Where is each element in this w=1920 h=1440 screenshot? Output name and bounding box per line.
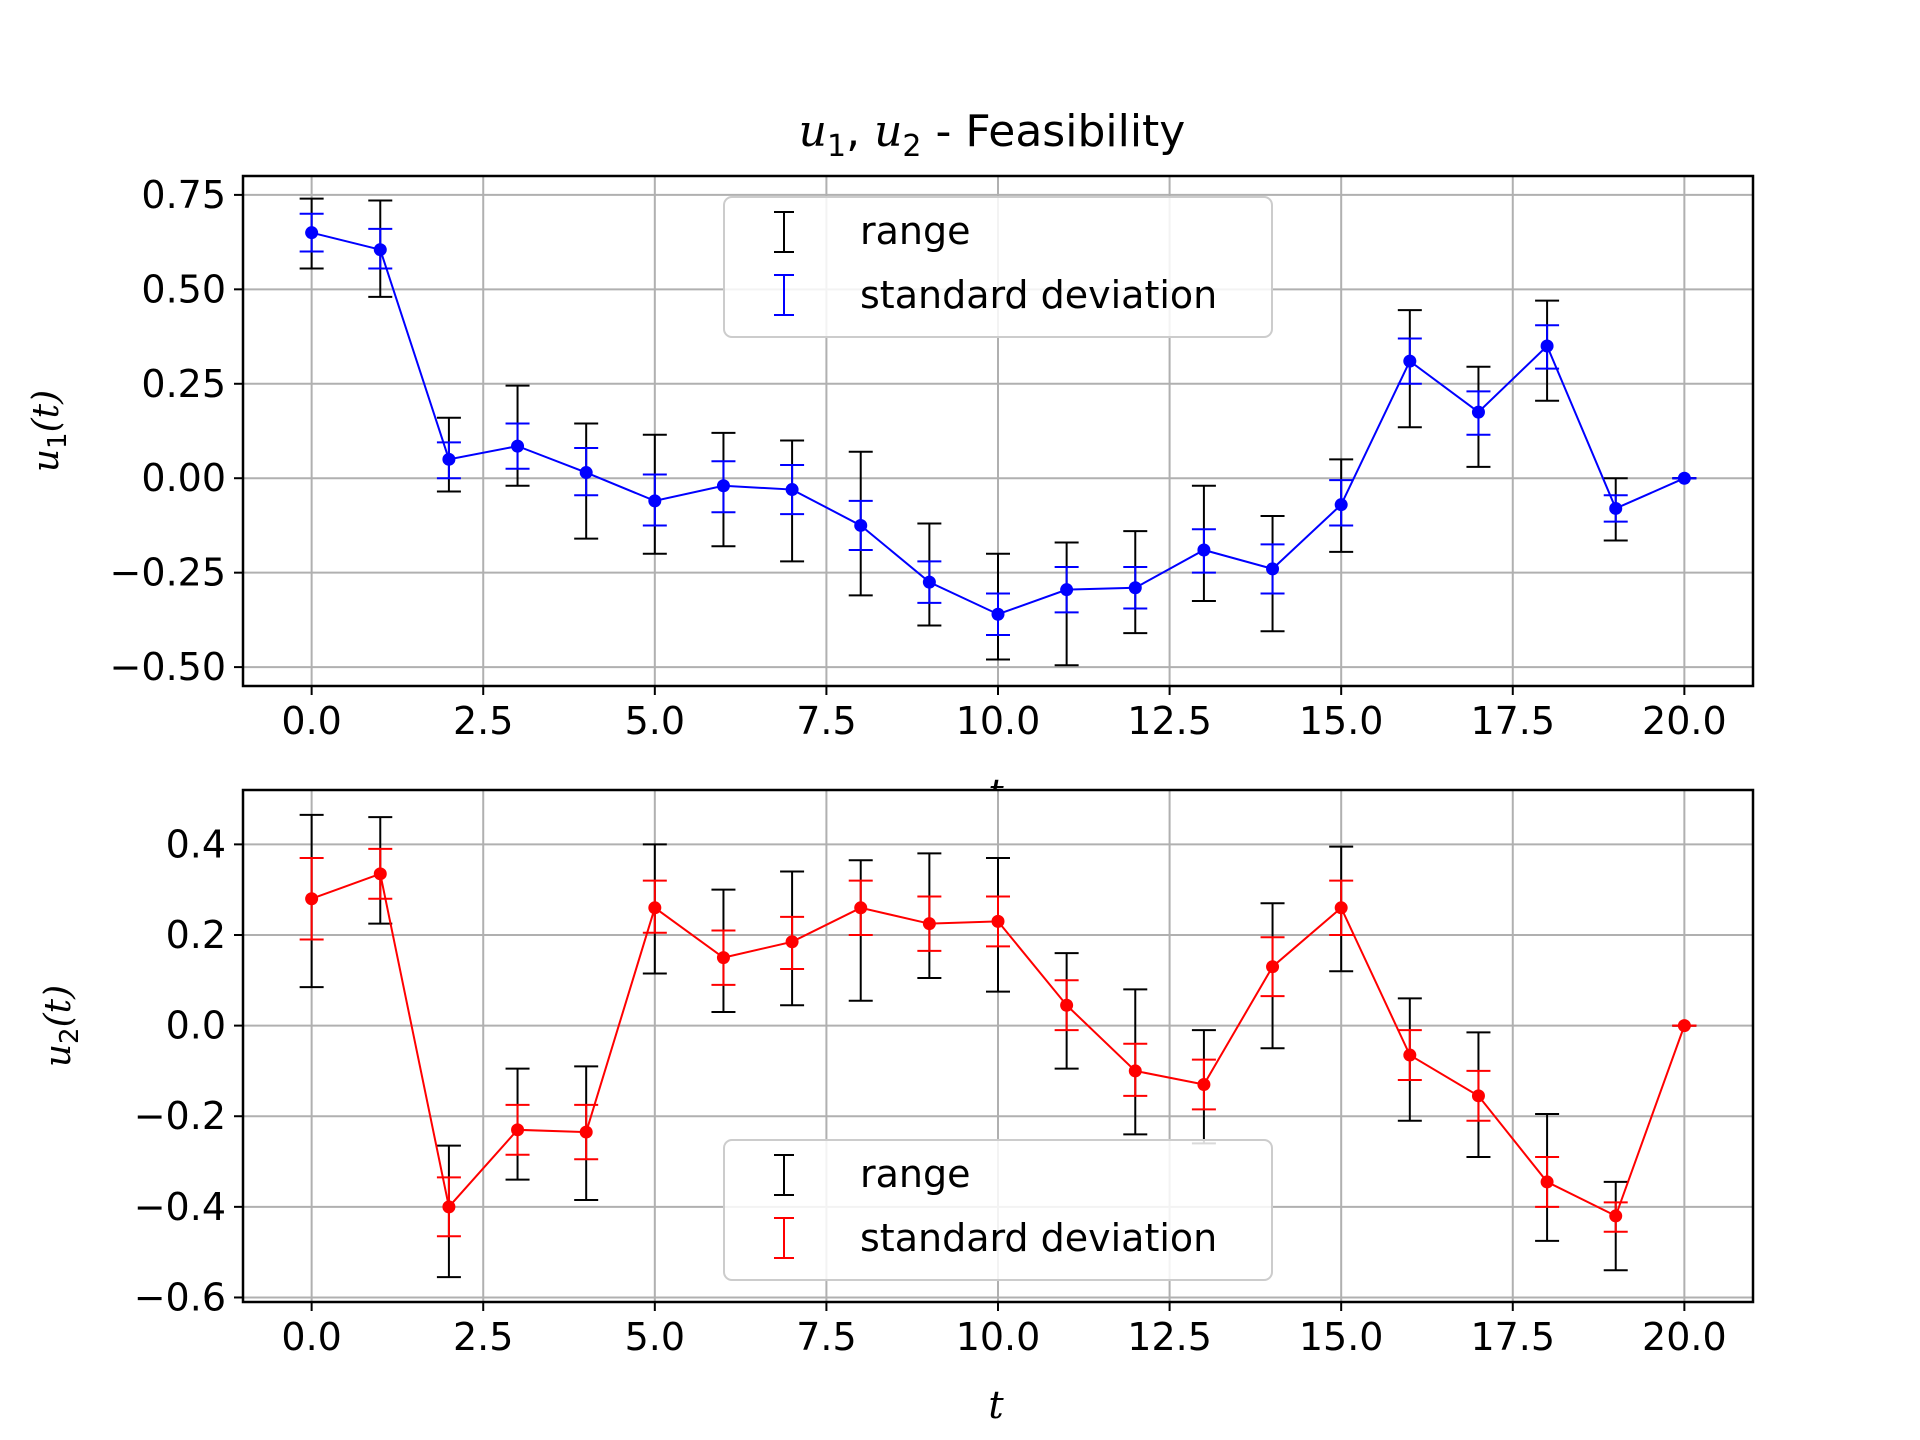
tick-label-x-u1-0: 0.0 — [281, 699, 341, 743]
tick-label-y-u2-0: 0.4 — [166, 822, 226, 866]
y-axis-label-u2: u2(t) — [38, 985, 85, 1067]
tick-label-y-u2-4: −0.4 — [134, 1185, 226, 1229]
tick-label-y-u1-1: 0.50 — [141, 267, 226, 311]
x-axis-label-u1-partial: t — [988, 771, 1004, 815]
tick-label-x-u2-0: 0.0 — [281, 1315, 341, 1359]
tick-label-y-u2-2: 0.0 — [166, 1004, 226, 1048]
data-point-u1-9 — [922, 575, 936, 589]
data-point-u2-19 — [1609, 1209, 1623, 1223]
data-point-u1-7 — [785, 483, 799, 497]
tick-label-x-u1-7: 17.5 — [1470, 699, 1555, 743]
data-point-u2-18 — [1540, 1175, 1554, 1189]
tick-label-y-u1-5: −0.50 — [110, 645, 226, 689]
legend-std-marker-u2 — [774, 1217, 794, 1259]
legend-frame-u2 — [723, 1139, 1273, 1281]
tick-label-x-u2-5: 12.5 — [1127, 1315, 1212, 1359]
subplot-u2: 0.0 2.5 5.0 7.5 10.0 12.5 15.0 17.5 20.0 0.4 0.2 0.… — [38, 788, 1755, 1427]
data-point-u1-10 — [991, 607, 1005, 621]
grid-u2 — [243, 790, 1753, 1302]
data-point-u2-7 — [785, 935, 799, 949]
tick-label-x-u2-8: 20.0 — [1642, 1315, 1727, 1359]
data-point-u2-17 — [1471, 1089, 1485, 1103]
data-point-u1-19 — [1609, 501, 1623, 515]
legend-range-label-u1: range — [860, 209, 971, 253]
tick-label-x-u1-5: 12.5 — [1127, 699, 1212, 743]
data-point-u1-8 — [854, 518, 868, 532]
marks-u2 — [299, 813, 1697, 1279]
subplot-u1: 0.0 2.5 5.0 7.5 10.0 12.5 15.0 17.5 20.0 0.75 0.50… — [26, 173, 1755, 743]
tick-label-x-u1-8: 20.0 — [1642, 699, 1727, 743]
data-point-u1-4 — [579, 466, 593, 480]
marks-u1 — [299, 197, 1697, 667]
data-point-u2-6 — [716, 951, 730, 965]
legend-range-marker-u2 — [774, 1154, 794, 1196]
tick-label-x-u1-4: 10.0 — [956, 699, 1041, 743]
tick-label-x-u2-1: 2.5 — [453, 1315, 513, 1359]
data-point-u1-1 — [373, 243, 387, 257]
legend-frame-u1 — [723, 196, 1273, 338]
data-point-u2-11 — [1060, 998, 1074, 1012]
ticks-u1: 0.0 2.5 5.0 7.5 10.0 12.5 15.0 17.5 20.0 0.75 0.50… — [110, 173, 1727, 743]
data-point-u2-1 — [373, 867, 387, 881]
data-point-u1-16 — [1403, 354, 1417, 368]
data-point-u1-15 — [1334, 498, 1348, 512]
legend-std-label-u1: standard deviation — [860, 273, 1217, 317]
data-point-u2-8 — [854, 901, 868, 915]
data-point-u1-11 — [1060, 583, 1074, 597]
data-point-u2-2 — [442, 1200, 456, 1214]
data-point-u1-5 — [648, 494, 662, 508]
tick-label-x-u1-3: 7.5 — [796, 699, 856, 743]
data-point-u2-9 — [922, 917, 936, 931]
data-point-u1-14 — [1266, 562, 1280, 576]
data-point-u2-14 — [1266, 960, 1280, 974]
legend-range-marker-u1 — [774, 211, 794, 253]
tick-label-x-u2-6: 15.0 — [1299, 1315, 1384, 1359]
tick-label-y-u2-1: 0.2 — [166, 913, 226, 957]
tick-label-x-u2-2: 5.0 — [625, 1315, 685, 1359]
data-point-u1-17 — [1471, 405, 1485, 419]
data-point-u2-3 — [511, 1123, 525, 1137]
data-point-u2-20 — [1677, 1019, 1691, 1033]
data-point-u2-5 — [648, 901, 662, 915]
figure-title: u1, u2 - Feasibility — [799, 106, 1186, 164]
data-point-u1-13 — [1197, 543, 1211, 557]
data-point-u1-12 — [1128, 581, 1142, 595]
tick-label-y-u1-2: 0.25 — [141, 362, 226, 406]
svg-text:t: t — [988, 771, 1004, 815]
tick-label-x-u1-1: 2.5 — [453, 699, 513, 743]
legend-u2: range standard deviation — [723, 1139, 1273, 1281]
data-point-u2-4 — [579, 1125, 593, 1139]
legend-range-label-u2: range — [860, 1152, 971, 1196]
data-point-u2-13 — [1197, 1078, 1211, 1092]
legend-std-marker-u1 — [774, 274, 794, 316]
data-point-u1-0 — [305, 226, 319, 240]
tick-label-x-u1-2: 5.0 — [625, 699, 685, 743]
data-point-u1-3 — [511, 439, 525, 453]
tick-label-x-u2-7: 17.5 — [1470, 1315, 1555, 1359]
tick-label-x-u1-6: 15.0 — [1299, 699, 1384, 743]
data-point-u2-16 — [1403, 1048, 1417, 1062]
tick-label-y-u2-3: −0.2 — [134, 1094, 226, 1138]
tick-label-y-u1-3: 0.00 — [141, 456, 226, 500]
tick-label-y-u2-5: −0.6 — [134, 1275, 226, 1319]
tick-label-y-u1-0: 0.75 — [141, 173, 226, 217]
legend-u1: range standard deviation — [723, 196, 1273, 338]
data-point-u2-15 — [1334, 901, 1348, 915]
data-point-u1-18 — [1540, 339, 1554, 353]
y-axis-label-u1: u1(t) — [26, 390, 73, 472]
tick-label-x-u2-4: 10.0 — [956, 1315, 1041, 1359]
data-point-u1-2 — [442, 452, 456, 466]
tick-label-x-u2-3: 7.5 — [796, 1315, 856, 1359]
x-axis-label-u2: t — [988, 1383, 1004, 1427]
data-point-u2-10 — [991, 914, 1005, 928]
data-point-u1-6 — [716, 479, 730, 493]
legend-std-label-u2: standard deviation — [860, 1216, 1217, 1260]
tick-label-y-u1-4: −0.25 — [110, 551, 226, 595]
data-point-u2-0 — [305, 892, 319, 906]
ticks-u2: 0.0 2.5 5.0 7.5 10.0 12.5 15.0 17.5 20.0 0.4 0.2 0.… — [134, 822, 1727, 1359]
data-point-u1-20 — [1677, 471, 1691, 485]
data-point-u2-12 — [1128, 1064, 1142, 1078]
